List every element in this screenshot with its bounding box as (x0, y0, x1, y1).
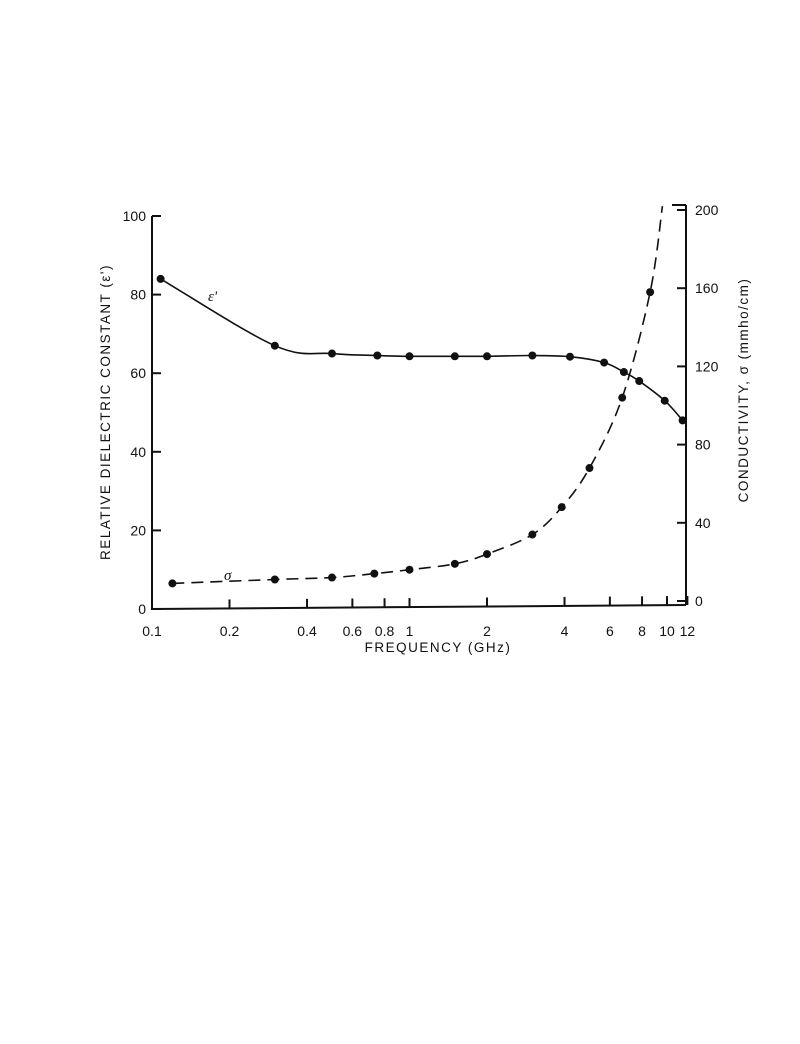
x-tick-label: 2 (483, 623, 491, 639)
epsilon-point (405, 352, 414, 361)
y-tick-label: 20 (130, 522, 146, 538)
epsilon-point (660, 396, 669, 405)
y-axis-label: RELATIVE DIELECTRIC CONSTANT (ε') (98, 264, 113, 560)
epsilon-point (678, 416, 687, 425)
y2-axis-label: CONDUCTIVITY, σ (mmho/cm) (736, 278, 751, 503)
epsilon-point (619, 368, 628, 377)
sigma-point (450, 559, 459, 568)
epsilon-point (483, 352, 492, 361)
x-tick-label: 0.1 (142, 623, 162, 639)
y-tick-label: 80 (130, 287, 146, 303)
sigma-point (405, 565, 414, 574)
sigma-point (270, 575, 279, 584)
y2-tick-label: 160 (695, 280, 719, 296)
curves (160, 205, 684, 585)
y-tick-label: 0 (138, 601, 146, 617)
x-tick-label: 0.8 (375, 623, 395, 639)
epsilon-point (373, 351, 382, 360)
epsilon-point (156, 274, 165, 283)
epsilon-point (327, 349, 336, 358)
epsilon-point (635, 377, 644, 386)
sigma-curve (172, 205, 664, 585)
y2-tick-label: 80 (695, 437, 711, 453)
sigma-point (168, 579, 177, 588)
x-axis-line (151, 604, 687, 610)
annotation-epsilon: ε' (208, 289, 218, 305)
y2-tick-label: 40 (695, 515, 711, 531)
sigma-point (646, 288, 655, 297)
y2-tick-label: 0 (695, 593, 703, 609)
epsilon-point (600, 358, 609, 367)
y-tick-label: 40 (130, 444, 146, 460)
x-tick-label: 1 (406, 623, 414, 639)
sigma-point (528, 530, 537, 539)
epsilon-point (565, 352, 574, 361)
y-tick-label: 60 (130, 365, 146, 381)
data-points (156, 274, 687, 588)
y2-tick-label: 200 (695, 202, 719, 218)
x-tick-label: 0.4 (297, 623, 317, 639)
x-axis-label: FREQUENCY (GHz) (365, 640, 512, 655)
x-tick-label: 0.2 (220, 623, 240, 639)
epsilon-point (450, 352, 459, 361)
sigma-point (327, 573, 336, 582)
x-tick-label: 4 (561, 623, 569, 639)
y-tick-label: 100 (123, 208, 147, 224)
y2-tick-label: 120 (695, 358, 719, 374)
sigma-point (618, 393, 627, 402)
x-tick-label: 8 (638, 623, 646, 639)
x-tick-label: 0.6 (343, 623, 363, 639)
sigma-point (483, 550, 492, 559)
x-tick-label: 6 (606, 623, 614, 639)
epsilon-point (270, 341, 279, 350)
sigma-point (585, 464, 594, 473)
x-tick-label: 12 (680, 623, 696, 639)
axes: 0.1 0.2 0.4 0.6 0.8 1 2 4 6 8 10 120204060801000408… (123, 202, 719, 639)
sigma-point (370, 569, 379, 578)
x-tick-label: 10 (659, 623, 675, 639)
annotation-sigma: σ (224, 568, 232, 584)
epsilon-point (528, 351, 537, 360)
epsilon-curve (160, 278, 684, 421)
sigma-point (557, 503, 566, 512)
